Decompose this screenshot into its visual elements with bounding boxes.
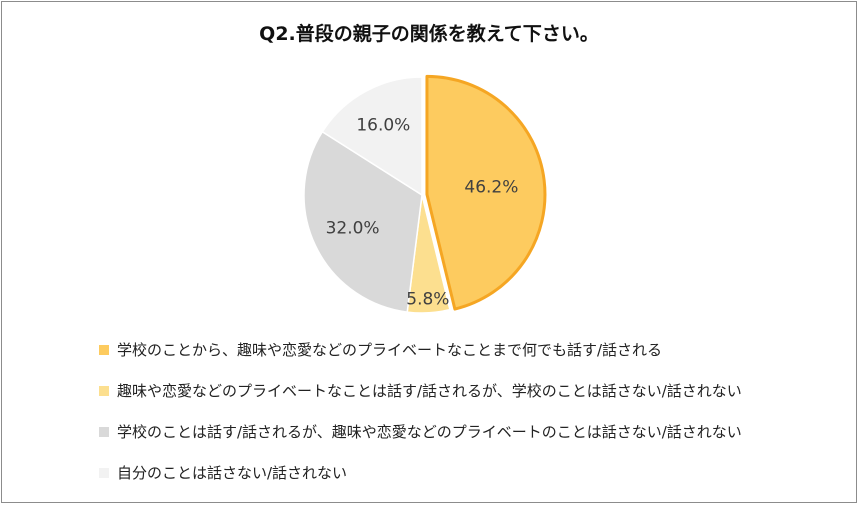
legend-label-0: 学校のことから、趣味や恋愛などのプライベートなことまで何でも話す/話される [117, 341, 663, 359]
pie-slice-0 [425, 74, 547, 311]
pie-value-label-3: 16.0% [356, 116, 410, 136]
pie-value-label-2: 32.0% [326, 219, 380, 239]
legend-swatch-0 [99, 345, 109, 355]
pie-value-label-1: 5.8% [406, 290, 449, 310]
chart-title: Q2.普段の親子の関係を教えて下さい。 [259, 23, 599, 45]
legend-label-2: 学校のことは話す/話されるが、趣味や恋愛などのプライベートのことは話さない/話さ… [117, 423, 742, 441]
legend-label-3: 自分のことは話さない/話されない [117, 464, 348, 482]
pie-slice-3 [321, 76, 423, 196]
legend-swatch-3 [99, 468, 109, 478]
legend-swatch-2 [99, 427, 109, 437]
legend-swatch-1 [99, 386, 109, 396]
pie-value-label-0: 46.2% [464, 178, 518, 198]
legend-label-1: 趣味や恋愛などのプライベートなことは話す/話されるが、学校のことは話さない/話さ… [117, 382, 742, 400]
